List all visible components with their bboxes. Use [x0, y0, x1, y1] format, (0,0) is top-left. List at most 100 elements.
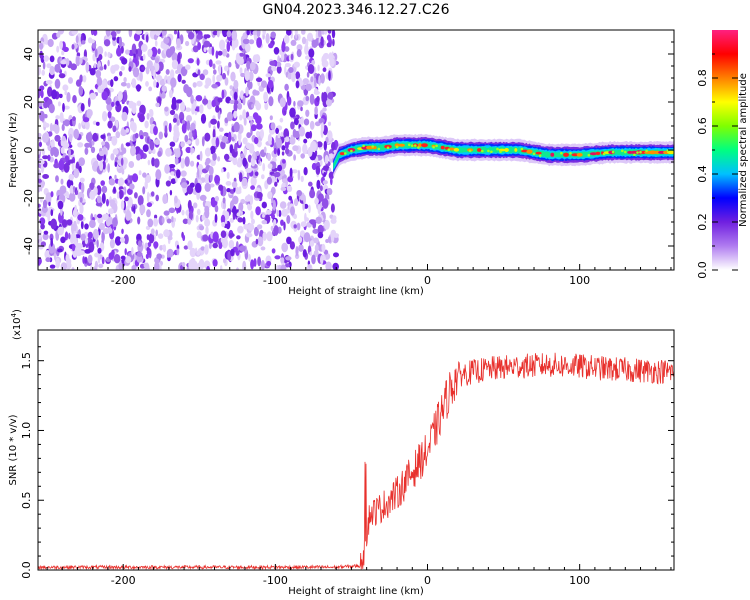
noise-speckle [271, 65, 277, 72]
ridge-speck [468, 149, 472, 153]
noise-speckle [98, 150, 105, 157]
noise-speckle [98, 54, 103, 61]
noise-speckle [100, 180, 105, 186]
noise-speckle [62, 84, 69, 91]
noise-speckle [253, 258, 257, 267]
noise-speckle [287, 96, 292, 106]
noise-speckle [254, 54, 261, 63]
ridge-peak [571, 153, 579, 157]
ridge-peak [453, 148, 460, 152]
y-tick-label: 1.0 [20, 422, 33, 440]
noise-speckle [94, 48, 98, 58]
ridge-speck [520, 147, 524, 151]
noise-speckle [205, 226, 209, 235]
noise-speckle [38, 159, 45, 165]
noise-speckle [91, 140, 95, 146]
noise-speckle [50, 148, 55, 157]
noise-speckle [263, 91, 268, 103]
noise-speckle [118, 189, 123, 200]
noise-speckle [139, 135, 144, 140]
noise-speckle [194, 110, 198, 116]
noise-speckle [277, 164, 283, 172]
noise-speckle [38, 203, 41, 208]
noise-speckle [46, 63, 52, 69]
ridge-speck [377, 147, 381, 151]
noise-speckle [161, 91, 166, 99]
noise-speckle [222, 197, 226, 204]
noise-speckle [219, 39, 226, 51]
noise-speckle [311, 162, 317, 171]
noise-speckle [94, 160, 99, 165]
noise-speckle [113, 76, 119, 82]
noise-speckle [61, 135, 66, 142]
noise-speckle [224, 153, 230, 161]
noise-speckle [273, 147, 277, 155]
noise-speckle [206, 99, 213, 110]
noise-speckle [57, 226, 64, 236]
noise-speckle [321, 243, 326, 253]
noise-speckle [218, 127, 224, 132]
noise-speckle [204, 147, 211, 157]
noise-speckle [196, 231, 202, 239]
noise-speckle [110, 31, 117, 38]
noise-speckle [128, 100, 135, 109]
noise-speckle [173, 217, 176, 222]
x-tick-label: -100 [263, 574, 288, 587]
noise-speckle [284, 83, 289, 91]
noise-speckle [188, 259, 194, 270]
noise-speckle [110, 79, 114, 88]
y-tick-label: 0.0 [20, 561, 33, 579]
noise-speckle [183, 245, 189, 250]
noise-speckle [119, 36, 122, 48]
noise-speckle [172, 117, 177, 123]
noise-speckle [176, 119, 180, 126]
noise-speckle [307, 64, 315, 74]
ridge-peak [421, 143, 428, 148]
noise-speckle [76, 242, 83, 250]
noise-speckle [117, 91, 123, 101]
noise-speckle [277, 148, 281, 156]
noise-speckle [252, 30, 258, 36]
noise-speckle [177, 73, 182, 83]
noise-speckle [38, 257, 42, 266]
noise-speckle [121, 111, 128, 122]
noise-speckle [187, 199, 192, 210]
noise-speckle [233, 134, 237, 140]
ridge-speck [408, 143, 411, 147]
noise-speckle [304, 217, 309, 222]
noise-speckle [79, 57, 83, 65]
noise-speckle [42, 233, 49, 241]
y-tick-label: 1.5 [20, 352, 33, 370]
noise-speckle [47, 38, 54, 48]
noise-speckle [89, 219, 96, 229]
noise-speckle [155, 229, 158, 237]
noise-speckle [43, 55, 49, 62]
noise-speckle [198, 259, 205, 270]
noise-speckle [153, 158, 160, 168]
noise-speckle [87, 231, 93, 239]
noise-speckle [155, 194, 159, 202]
noise-speckle [311, 39, 318, 48]
noise-speckle [322, 107, 327, 112]
noise-speckle [263, 146, 267, 153]
ridge-peak [514, 148, 518, 152]
noise-speckle [157, 150, 162, 157]
noise-speckle [327, 130, 333, 142]
noise-speckle [257, 256, 261, 267]
ridge-speck [350, 149, 353, 153]
noise-speckle [211, 46, 215, 56]
noise-speckle [309, 240, 315, 247]
noise-speckle [302, 78, 310, 85]
noise-speckle [260, 260, 265, 270]
noise-speckle [60, 236, 66, 244]
snr-x-label: Height of straight line (km) [288, 586, 424, 597]
noise-speckle [78, 85, 84, 96]
x-tick-label: 100 [569, 574, 590, 587]
noise-speckle [61, 123, 65, 132]
noise-speckle [279, 97, 286, 108]
noise-speckle [101, 141, 106, 146]
noise-speckle [49, 264, 56, 269]
noise-speckle [96, 239, 99, 248]
noise-speckle [38, 233, 41, 239]
